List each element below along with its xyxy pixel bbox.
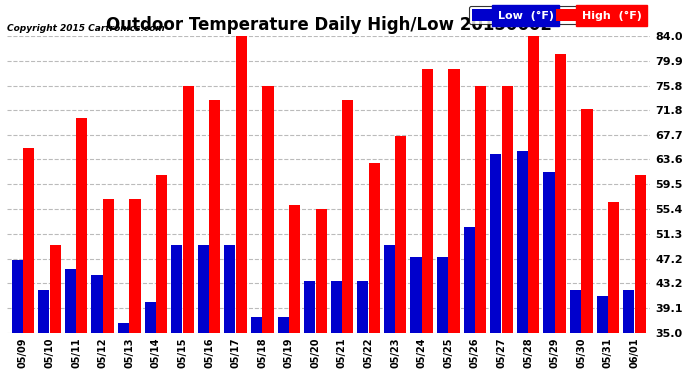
Bar — [304, 281, 315, 333]
Bar — [91, 275, 103, 333]
Text: Copyright 2015 Cartronics.com: Copyright 2015 Cartronics.com — [7, 24, 165, 33]
Bar — [490, 154, 502, 333]
Bar — [475, 86, 486, 333]
Bar — [183, 86, 194, 333]
Bar — [597, 296, 608, 333]
Bar — [464, 226, 475, 333]
Bar — [236, 36, 247, 333]
Bar — [384, 245, 395, 333]
Bar — [517, 151, 528, 333]
Bar — [437, 257, 448, 333]
Bar — [570, 290, 581, 333]
Bar — [331, 281, 342, 333]
Bar — [635, 175, 646, 333]
Bar — [544, 172, 555, 333]
Bar — [23, 148, 34, 333]
Title: Outdoor Temperature Daily High/Low 20150602: Outdoor Temperature Daily High/Low 20150… — [106, 16, 552, 34]
Bar — [118, 324, 129, 333]
Bar — [251, 318, 262, 333]
Bar — [171, 245, 182, 333]
Bar — [12, 260, 23, 333]
Bar — [357, 281, 368, 333]
Bar — [209, 100, 220, 333]
Bar — [342, 100, 353, 333]
Bar — [411, 257, 422, 333]
Bar — [623, 290, 634, 333]
Bar — [262, 86, 273, 333]
Bar — [144, 302, 156, 333]
Bar — [448, 69, 460, 333]
Legend: Low  (°F), High  (°F): Low (°F), High (°F) — [469, 6, 645, 24]
Bar — [422, 69, 433, 333]
Bar — [608, 202, 619, 333]
Bar — [582, 109, 593, 333]
Bar — [368, 163, 380, 333]
Bar — [315, 209, 326, 333]
Bar — [50, 245, 61, 333]
Bar — [502, 86, 513, 333]
Bar — [289, 206, 300, 333]
Bar — [38, 290, 50, 333]
Bar — [277, 318, 288, 333]
Bar — [103, 200, 114, 333]
Bar — [555, 54, 566, 333]
Bar — [65, 269, 76, 333]
Bar — [395, 136, 406, 333]
Bar — [130, 200, 141, 333]
Bar — [224, 245, 235, 333]
Bar — [76, 118, 88, 333]
Bar — [529, 36, 540, 333]
Bar — [198, 245, 209, 333]
Bar — [156, 175, 167, 333]
